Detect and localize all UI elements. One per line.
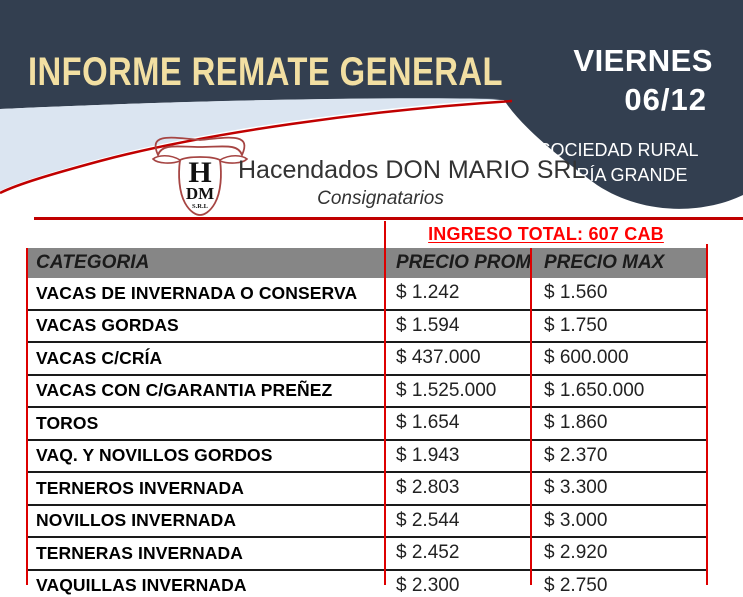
table-row: VACAS GORDAS $ 1.594 $ 1.750 <box>28 311 708 343</box>
logo-letter-srl: S.R.L <box>192 203 209 210</box>
col-header-categoria: CATEGORIA <box>36 252 150 273</box>
table-border-right <box>706 244 708 585</box>
bull-face <box>178 156 222 216</box>
table-row: VACAS C/CRÍA $ 437.000 $ 600.000 <box>28 343 708 376</box>
ingreso-total: INGRESO TOTAL: 607 CAB <box>428 224 664 244</box>
swoosh-red-line <box>0 99 513 195</box>
bull-horns <box>154 136 246 158</box>
cell-precio-max: $ 3.300 <box>544 477 608 499</box>
cell-precio-max: $ 3.000 <box>544 509 608 531</box>
cell-precio-prom: $ 2.452 <box>396 542 460 564</box>
logo-letter-h: H <box>188 156 211 189</box>
brand-name: Hacendados DON MARIO SRL <box>238 156 586 184</box>
cell-precio-max: $ 2.750 <box>544 574 608 596</box>
cell-precio-max: $ 2.370 <box>544 444 608 466</box>
bull-left-ear <box>151 154 181 164</box>
cell-precio-prom: $ 1.525.000 <box>396 379 497 401</box>
date-value: 06/12 <box>624 82 707 117</box>
cell-precio-max: $ 1.650.000 <box>544 379 645 401</box>
cell-precio-prom: $ 2.300 <box>396 574 460 596</box>
cell-categoria: NOVILLOS INVERNADA <box>36 510 237 531</box>
cell-precio-max: $ 2.920 <box>544 542 608 564</box>
table-row: VAQUILLAS INVERNADA $ 2.300 $ 2.750 <box>28 571 708 597</box>
col-header-precio-max: PRECIO MAX <box>544 252 665 273</box>
cell-categoria: VACAS CON C/GARANTIA PREÑEZ <box>36 380 333 401</box>
price-table: CATEGORIA PRECIO PROM PRECIO MAX VACAS D… <box>28 248 708 597</box>
date-block: VIERNES 06/12 SOCIEDAD RURAL MARÍA GRAND… <box>516 44 721 188</box>
cell-categoria: TERNERAS INVERNADA <box>36 542 243 563</box>
navy-band-shape <box>0 0 743 209</box>
cell-precio-prom: $ 2.544 <box>396 509 460 531</box>
table-border-left <box>26 248 28 585</box>
cell-precio-prom: $ 1.242 <box>396 282 460 304</box>
table-row: TERNERAS INVERNADA $ 2.452 $ 2.920 <box>28 538 708 571</box>
venue-line-2: MARÍA GRANDE <box>549 165 688 185</box>
table-border-col3 <box>530 248 532 585</box>
table-border-col2 <box>384 221 386 585</box>
cell-categoria: TERNEROS INVERNADA <box>36 477 244 498</box>
divider-rule <box>34 217 743 220</box>
header-decoration <box>0 0 743 209</box>
table-header-row: CATEGORIA PRECIO PROM PRECIO MAX <box>28 248 708 278</box>
cell-precio-prom: $ 437.000 <box>396 347 481 369</box>
cell-precio-prom: $ 1.594 <box>396 314 460 336</box>
cell-precio-max: $ 1.750 <box>544 314 608 336</box>
bull-logo-icon: H DM S.R.L <box>151 136 249 216</box>
cell-categoria: TOROS <box>36 412 99 433</box>
table-row: VACAS CON C/GARANTIA PREÑEZ $ 1.525.000 … <box>28 376 708 408</box>
table-row: VACAS DE INVERNADA O CONSERVA $ 1.242 $ … <box>28 278 708 311</box>
venue-line-1: SOCIEDAD RURAL <box>538 140 699 160</box>
bull-right-ear <box>219 154 249 164</box>
cell-precio-prom: $ 2.803 <box>396 477 460 499</box>
cell-categoria: VACAS DE INVERNADA O CONSERVA <box>36 282 358 303</box>
table-row: NOVILLOS INVERNADA $ 2.544 $ 3.000 <box>28 506 708 538</box>
cell-categoria: VACAS GORDAS <box>36 315 179 336</box>
cell-precio-max: $ 600.000 <box>544 347 629 369</box>
cell-precio-prom: $ 1.943 <box>396 444 460 466</box>
brand-subtitle: Consignatarios <box>317 188 444 209</box>
cell-categoria: VAQ. Y NOVILLOS GORDOS <box>36 445 273 466</box>
page-title: INFORME REMATE GENERAL <box>28 50 503 94</box>
cell-precio-max: $ 1.560 <box>544 282 608 304</box>
cell-categoria: VAQUILLAS INVERNADA <box>36 575 247 596</box>
cell-categoria: VACAS C/CRÍA <box>36 347 163 368</box>
table-row: TOROS $ 1.654 $ 1.860 <box>28 408 708 441</box>
col-header-precio-prom: PRECIO PROM <box>396 252 531 273</box>
logo-letter-dm: DM <box>186 184 214 203</box>
table-row: VAQ. Y NOVILLOS GORDOS $ 1.943 $ 2.370 <box>28 441 708 473</box>
date-day: VIERNES <box>573 43 713 78</box>
table-row: TERNEROS INVERNADA $ 2.803 $ 3.300 <box>28 473 708 506</box>
cell-precio-prom: $ 1.654 <box>396 412 460 434</box>
cell-precio-max: $ 1.860 <box>544 412 608 434</box>
swoosh-shape <box>0 98 500 191</box>
